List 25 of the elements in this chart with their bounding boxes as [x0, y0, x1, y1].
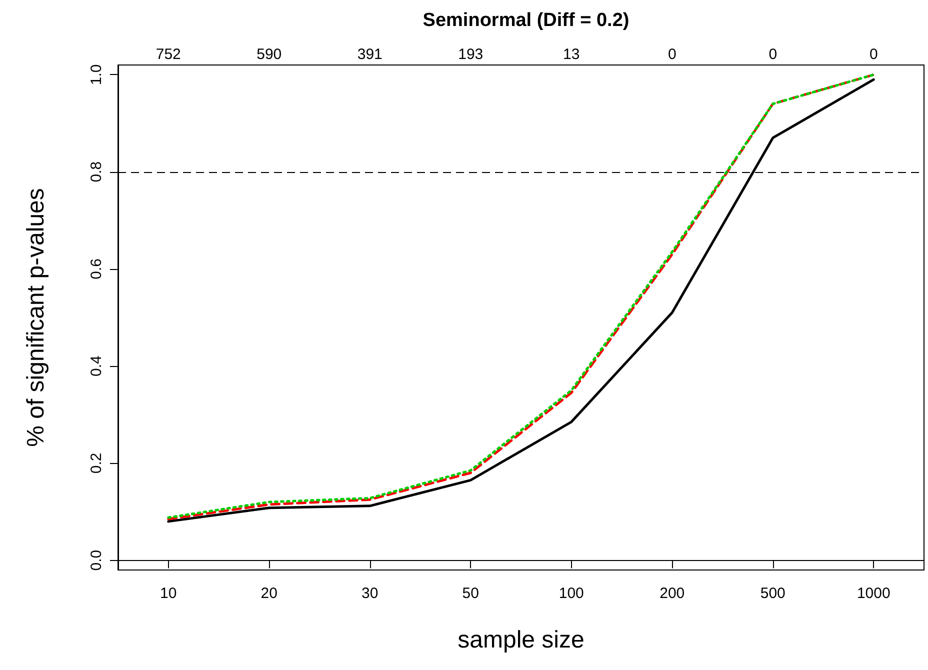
x-tick-label: 1000	[856, 585, 890, 602]
x-tick-label: 20	[260, 585, 278, 602]
x-tick-label: 10	[160, 585, 177, 602]
y-tick-label: 0.8	[88, 161, 105, 182]
text: 391	[357, 46, 382, 63]
x-axis-title: sample size	[458, 626, 584, 654]
x-tick-label: 500	[760, 585, 786, 602]
text: 0	[668, 46, 676, 63]
text: 0	[768, 46, 778, 63]
x-tick-label: 30	[362, 585, 378, 602]
x-tick-label: 200	[660, 585, 685, 602]
text: 0	[869, 46, 878, 63]
y-tick-label: 1.0	[88, 64, 105, 86]
text: 590	[256, 46, 282, 63]
y-tick-label: 0.2	[88, 452, 105, 474]
text: 13	[563, 46, 580, 63]
chart-title: Seminormal (Diff = 0.2)	[422, 10, 630, 31]
y-tick-label: 0.4	[88, 356, 105, 376]
x-tick-label: 100	[558, 585, 584, 602]
y-tick-label: 0.6	[88, 258, 105, 280]
y-axis-title: % of significant p-values	[22, 188, 50, 447]
y-tick-label: 0.0	[88, 550, 105, 571]
x-tick-label: 50	[462, 585, 479, 602]
text: 752	[156, 46, 181, 63]
text: 193	[458, 46, 484, 63]
